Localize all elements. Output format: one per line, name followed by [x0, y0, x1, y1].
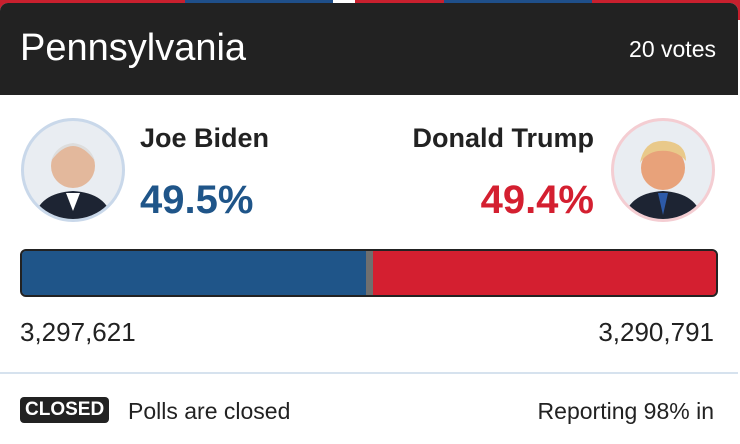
vote-share: 49.4% — [480, 178, 594, 222]
state-card: Pennsylvania 20 votes Joe Biden 49.5% Do… — [0, 3, 738, 444]
state-name: Pennsylvania — [20, 27, 247, 69]
candidate-photo — [21, 118, 125, 222]
share-segment — [373, 251, 716, 295]
status-badge: CLOSED — [20, 397, 110, 423]
status-text: Polls are closed — [128, 398, 291, 424]
candidate-photo — [611, 118, 715, 222]
electoral-votes: 20 votes — [629, 36, 716, 62]
reporting: Reporting 98% in — [537, 398, 714, 424]
vote-count: 3,297,621 — [20, 317, 136, 347]
vote-count: 3,290,791 — [598, 317, 714, 347]
portrait — [624, 140, 702, 219]
card-header: Pennsylvania 20 votes — [0, 3, 738, 95]
share-segment — [22, 251, 366, 295]
share-bar — [20, 249, 718, 297]
candidate-name: Donald Trump — [412, 123, 595, 153]
portrait — [34, 143, 112, 219]
divider — [0, 372, 738, 374]
vote-share: 49.5% — [140, 178, 254, 222]
candidate-name: Joe Biden — [140, 123, 270, 153]
